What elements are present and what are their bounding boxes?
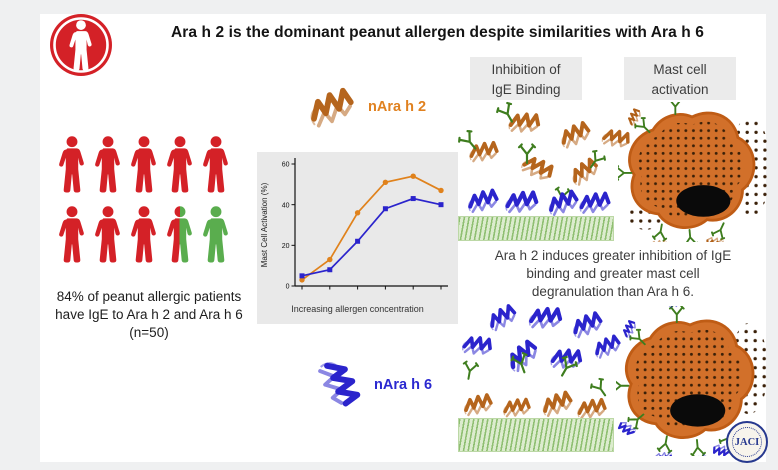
svg-text:Mast Cell Activation (%): Mast Cell Activation (%) — [260, 182, 269, 267]
antibody-icon — [458, 358, 481, 381]
pictogram-row — [56, 206, 246, 264]
person-icon — [92, 206, 124, 264]
person-icon — [128, 206, 160, 264]
svg-text:60: 60 — [282, 162, 290, 169]
ara-h6-label: nAra h 6 — [374, 377, 433, 393]
mast-cell-activation-chart: 0 20 40 60 Mast Cell Activation (%) Increasi… — [257, 152, 458, 324]
ige-inhibition-arah2-panel — [456, 102, 620, 242]
allergen-plate — [458, 418, 614, 452]
ara-h2-label: nAra h 2 — [368, 99, 427, 115]
protein-icon — [482, 296, 521, 335]
ige-inhibition-arah6-panel — [456, 300, 620, 456]
person-icon — [164, 136, 196, 194]
person-icon — [200, 136, 232, 194]
patients-caption: 84% of peanut allergic patients have IgE… — [55, 289, 243, 340]
inhibition-header: Inhibition of IgE Binding — [470, 57, 582, 100]
jaci-logo-text: JACI — [732, 427, 762, 457]
protein-icon — [555, 113, 594, 152]
patient-pictogram-grid — [56, 136, 246, 264]
person-icon — [200, 206, 232, 264]
ara-h2-protein-icon — [297, 76, 365, 134]
person-badge-icon — [49, 13, 113, 77]
allergen-plate — [458, 216, 614, 241]
chart-x-axis-label: Increasing allergen concentration — [291, 304, 424, 314]
protein-icon — [538, 382, 576, 421]
ara-h6-protein-icon — [308, 352, 376, 414]
person-icon — [56, 136, 88, 194]
protein-icon — [466, 180, 500, 218]
person-icon-half — [164, 206, 196, 264]
mast-cell-arah2-icon — [603, 86, 771, 259]
person-icon — [128, 136, 160, 194]
page-title: Ara h 2 is the dominant peanut allergen … — [171, 24, 704, 41]
mast-cell-header: Mast cell activation — [624, 57, 736, 100]
mast-cell-arah6-icon — [599, 294, 768, 470]
jaci-logo: JACI — [726, 421, 768, 463]
antibody-icon — [516, 142, 538, 164]
svg-text:20: 20 — [282, 243, 290, 250]
person-icon — [56, 206, 88, 264]
protein-icon — [462, 386, 494, 420]
chart-plot-area: 0 20 40 60 Mast Cell Activation (%) — [260, 158, 448, 291]
svg-text:40: 40 — [282, 202, 290, 209]
svg-text:0: 0 — [286, 284, 290, 291]
person-icon — [92, 136, 124, 194]
result-caption: Ara h 2 induces greater inhibition of Ig… — [494, 248, 732, 299]
pictogram-row — [56, 136, 246, 194]
